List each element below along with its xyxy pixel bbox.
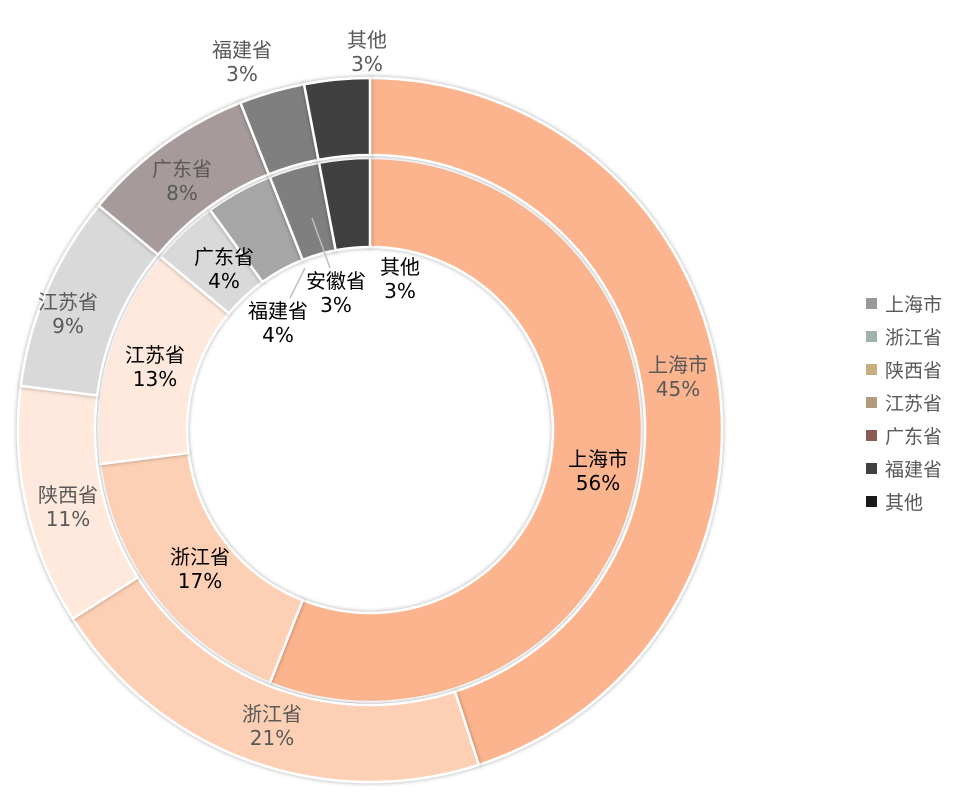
inner-slice-label-2: 浙江省 17% (170, 545, 230, 593)
legend-label: 广东省 (885, 426, 943, 448)
inner-slice-label-1: 上海市 56% (568, 447, 628, 495)
outer-slice-label-4: 江苏省 9% (38, 290, 98, 338)
legend-label: 上海市 (885, 294, 943, 316)
legend-item-6: 福建省 (866, 452, 942, 485)
outer-slice-7 (302, 76, 372, 162)
legend-swatch (866, 430, 877, 441)
legend-item-4: 江苏省 (866, 386, 942, 419)
legend-label: 江苏省 (885, 393, 943, 415)
legend-label: 其他 (885, 492, 924, 514)
outer-slice-1 (368, 76, 724, 767)
inner-slice-label-3: 江苏省 13% (125, 343, 185, 391)
outer-slice-label-5: 广东省 8% (152, 157, 212, 205)
legend-item-5: 广东省 (866, 419, 942, 452)
legend-item-2: 浙江省 (866, 320, 942, 353)
legend-swatch (866, 364, 877, 375)
outer-slice-label-2: 浙江省 21% (242, 702, 302, 750)
legend-label: 浙江省 (885, 327, 943, 349)
inner-slice-label-4: 广东省 4% (194, 245, 254, 293)
legend-swatch (866, 496, 877, 507)
inner-slice-1 (268, 156, 644, 704)
inner-slice-7 (317, 156, 372, 252)
legend-swatch (866, 298, 877, 309)
leader-line-2 (311, 217, 331, 269)
legend-swatch (866, 397, 877, 408)
legend-label: 陕西省 (885, 360, 943, 382)
legend-item-7: 其他 (866, 485, 942, 518)
leader-line-1 (289, 267, 306, 299)
outer-slice-label-1: 上海市 45% (648, 353, 708, 401)
legend-item-3: 陕西省 (866, 353, 942, 386)
outer-slice-label-7: 其他 3% (347, 28, 387, 76)
legend-swatch (866, 463, 877, 474)
doughnut-chart: 上海市 56% 浙江省 17% 江苏省 13% 广东省 4% 福建省 4%安徽省 3% 其他 3% 上海市… (16, 28, 724, 784)
outer-slice-label-6: 福建省 3% (212, 38, 272, 86)
outer-slice-label-3: 陕西省 11% (38, 483, 98, 531)
chart-legend: 上海市浙江省陕西省江苏省广东省福建省其他 (866, 287, 942, 518)
legend-item-1: 上海市 (866, 287, 942, 320)
legend-label: 福建省 (885, 459, 943, 481)
inner-slice-label-5: 福建省 4% (248, 299, 308, 347)
inner-slice-label-6: 安徽省 3% (306, 269, 366, 317)
legend-swatch (866, 331, 877, 342)
inner-slice-label-7: 其他 3% (380, 255, 420, 303)
